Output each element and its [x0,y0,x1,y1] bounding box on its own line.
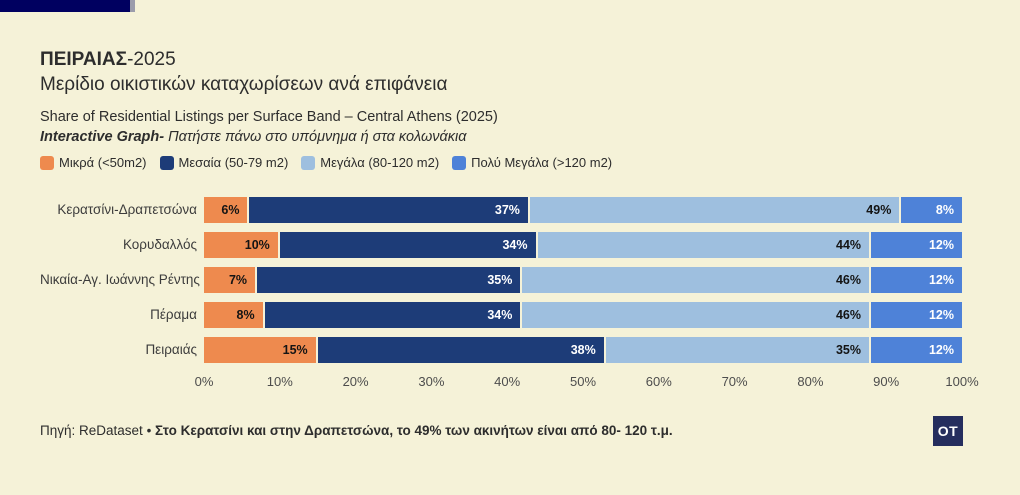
bar-segment[interactable]: 38% [317,337,606,363]
x-axis-tick: 100% [945,374,979,389]
bar-value-label: 35% [835,343,862,357]
legend-label: Μικρά (<50m2) [59,155,147,170]
ot-logo[interactable]: OT [933,416,963,446]
chart-header: ΠΕΙΡΑΙΑΣ-2025 Μερίδιο οικιστικών καταχωρ… [40,47,498,147]
legend-swatch-icon [452,155,467,170]
legend: Μικρά (<50m2) Μεσαία (50-79 m2) Μεγάλα (80… [40,155,612,170]
bar-value-label: 8% [935,203,954,217]
bar-segment[interactable]: 46% [522,302,872,328]
bar-segment[interactable]: 8% [204,302,265,328]
page-subtitle: Μερίδιο οικιστικών καταχωρίσεων ανά επιφ… [40,74,448,95]
bar-value-label: 8% [236,308,255,322]
brand-stripe [0,0,135,12]
bar-value-label: 34% [502,238,528,252]
x-axis-tick: 80% [797,374,824,389]
bar-value-label: 12% [928,308,954,322]
source-text: Πηγή: ReDataset [40,423,143,438]
bar-value-label: 10% [244,238,270,252]
bar-stack[interactable]: 15% 38% 35% 12% [204,337,962,363]
bar-value-label: 7% [228,273,248,287]
bar-value-label: 15% [282,343,308,357]
legend-swatch-icon [301,155,316,170]
legend-item-3[interactable]: Πολύ Μεγάλα (>120 m2) [452,155,612,170]
legend-label: Μεσαία (50-79 m2) [178,155,289,170]
stacked-bar-chart: Κερατσίνι-Δραπετσώνα 6% 37% 49% 8% Κορυδαλλός… [40,197,962,372]
legend-item-1[interactable]: Μεσαία (50-79 m2) [159,155,289,170]
title-year: -2025 [127,49,176,70]
bar-segment[interactable]: 34% [264,302,523,328]
bar-value-label: 37% [494,203,520,217]
x-axis-tick: 60% [645,374,672,389]
x-axis-tick: 10% [266,374,293,389]
bar-segment[interactable]: 15% [204,337,318,363]
x-axis-tick: 20% [342,374,369,389]
x-axis-tick: 50% [569,374,597,389]
category-label: Πειραιάς [145,342,197,357]
bar-value-label: 35% [487,273,513,287]
legend-swatch-icon [40,155,54,170]
bar-value-label: 38% [570,343,596,357]
category-label: Πέραμα [150,307,197,322]
source-line: Πηγή: ReDataset • Στο Κερατσίνι και στην… [40,423,673,438]
bar-segment[interactable]: 10% [204,232,280,258]
interactive-note-label: Interactive Graph- [40,129,165,145]
bar-row: Κορυδαλλός 10% 34% 44% 12% [40,232,962,258]
category-label: Νικαία-Αγ. Ιωάννης Ρέντης [40,272,200,287]
bar-segment[interactable]: 49% [529,197,902,223]
page-title: ΠΕΙΡΑΙΑΣ-2025 [40,47,498,72]
interactive-note-text: Πατήστε πάνω στο υπόμνημα ή στα κολωνάκι… [164,129,467,145]
category-label: Κερατσίνι-Δραπετσώνα [57,202,197,217]
bar-segment[interactable]: 35% [605,337,872,363]
x-axis-tick: 0% [194,374,214,389]
legend-item-2[interactable]: Μεγάλα (80-120 m2) [301,155,439,170]
bar-value-label: 34% [487,308,513,322]
interactive-note: Interactive Graph- Πατήστε πάνω στο υπόμ… [40,127,498,147]
bar-value-label: 12% [928,343,954,357]
bar-row: Νικαία-Αγ. Ιωάννης Ρέντης 7% 35% 46% 12% [40,267,962,293]
bar-segment[interactable]: 37% [249,197,530,223]
bar-segment[interactable]: 12% [871,232,962,258]
bar-segment[interactable]: 34% [279,232,538,258]
bar-stack[interactable]: 6% 37% 49% 8% [204,197,962,223]
x-axis-tick: 70% [721,374,748,389]
bar-segment[interactable]: 8% [901,197,962,223]
bar-value-label: 12% [928,238,954,252]
bar-value-label: 49% [866,203,892,217]
bar-segment[interactable]: 12% [871,337,962,363]
legend-label: Πολύ Μεγάλα (>120 m2) [471,155,613,170]
bar-segment[interactable]: 7% [204,267,258,293]
legend-swatch-icon [159,155,174,170]
bar-segment[interactable]: 46% [522,267,872,293]
category-label: Κορυδαλλός [122,237,197,252]
bar-value-label: 46% [835,273,862,287]
x-axis-tick: 30% [418,374,445,389]
source-separator: • [142,423,156,438]
bar-value-label: 6% [221,203,240,217]
bar-segment[interactable]: 12% [871,267,962,293]
source-highlight: Στο Κερατσίνι και στην Δραπετσώνα, το 49… [155,423,673,438]
x-axis-tick: 40% [494,374,521,389]
x-axis-tick: 90% [873,374,900,389]
bar-stack[interactable]: 10% 34% 44% 12% [204,232,962,258]
bar-segment[interactable]: 35% [257,267,523,293]
bar-row: Κερατσίνι-Δραπετσώνα 6% 37% 49% 8% [40,197,962,223]
bar-stack[interactable]: 8% 34% 46% 12% [204,302,962,328]
x-axis: 0% 10% 20% 30% 40% 50% 60% 70% 80% 90% 100% [195,374,979,390]
bar-segment[interactable]: 44% [537,232,872,258]
bar-row: Πέραμα 8% 34% 46% 12% [40,302,962,328]
legend-label: Μεγάλα (80-120 m2) [320,155,440,170]
bar-value-label: 44% [836,238,862,252]
bar-value-label: 12% [928,273,954,287]
bar-row: Πειραιάς 15% 38% 35% 12% [40,337,962,363]
bar-value-label: 46% [835,308,862,322]
bar-segment[interactable]: 12% [871,302,962,328]
bar-segment[interactable]: 6% [204,197,250,223]
legend-item-0[interactable]: Μικρά (<50m2) [40,155,147,170]
bar-stack[interactable]: 7% 35% 46% 12% [204,267,962,293]
subtitle-english: Share of Residential Listings per Surfac… [40,109,498,125]
title-city: ΠΕΙΡΑΙΑΣ [40,49,128,70]
